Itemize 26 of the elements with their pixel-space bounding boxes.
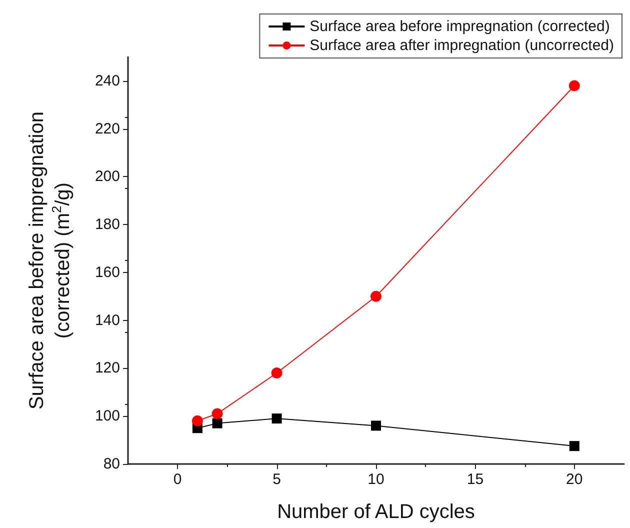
x-tick-label: 20 [566,471,583,488]
x-tick-label: 0 [173,471,182,488]
point [271,368,282,379]
point [272,414,282,424]
legend-label: Surface area before impregnation (corrected) [310,18,610,35]
x-tick-label: 10 [368,471,384,488]
y-tick-label: 180 [94,216,120,234]
y-tick-label: 160 [94,264,120,281]
point [371,420,381,431]
point [212,408,223,420]
x-tick-label: 5 [272,471,281,488]
legend-label: Surface area after impregnation (uncorrected) [310,37,614,54]
point [212,418,222,428]
point [569,441,580,452]
y-tick-label: 220 [94,120,120,138]
point [370,290,382,302]
y-tick-label: 100 [94,408,120,425]
y-tick-label: 140 [94,312,120,329]
y-tick-label: 120 [94,360,120,377]
y-tick-label: 200 [94,168,120,186]
x-tick-label: 15 [466,471,484,488]
point [192,415,203,426]
point [568,80,580,92]
x-axis-title: Number of ALD cycles [277,501,475,523]
y-tick-label: 240 [94,72,120,90]
y-tick-label: 80 [103,456,120,472]
